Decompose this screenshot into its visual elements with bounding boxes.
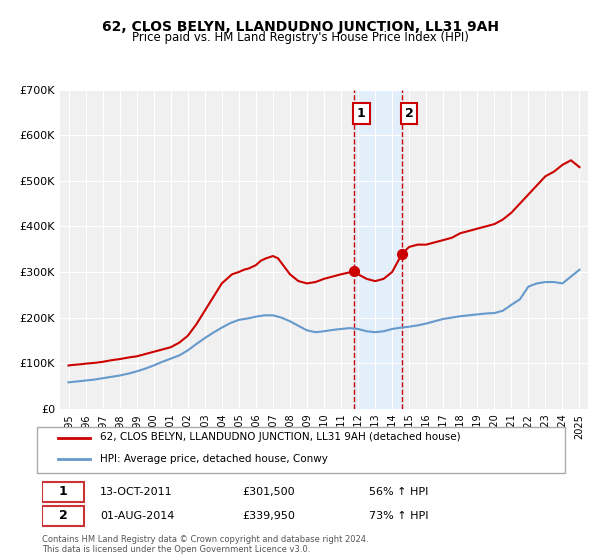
Text: HPI: Average price, detached house, Conwy: HPI: Average price, detached house, Conw… [100, 454, 328, 464]
Text: 73% ↑ HPI: 73% ↑ HPI [370, 511, 429, 521]
Text: 1: 1 [357, 107, 366, 120]
Text: Contains HM Land Registry data © Crown copyright and database right 2024.
This d: Contains HM Land Registry data © Crown c… [42, 535, 368, 554]
FancyBboxPatch shape [42, 506, 84, 526]
Text: 13-OCT-2011: 13-OCT-2011 [100, 487, 173, 497]
Text: Price paid vs. HM Land Registry's House Price Index (HPI): Price paid vs. HM Land Registry's House … [131, 31, 469, 44]
Text: £301,500: £301,500 [242, 487, 295, 497]
Text: 2: 2 [404, 107, 413, 120]
FancyBboxPatch shape [42, 482, 84, 502]
Text: £339,950: £339,950 [242, 511, 296, 521]
Text: 56% ↑ HPI: 56% ↑ HPI [370, 487, 429, 497]
Text: 1: 1 [59, 486, 67, 498]
Text: 01-AUG-2014: 01-AUG-2014 [100, 511, 175, 521]
Bar [355, 90, 402, 409]
Text: 62, CLOS BELYN, LLANDUDNO JUNCTION, LL31 9AH: 62, CLOS BELYN, LLANDUDNO JUNCTION, LL31… [101, 20, 499, 34]
Text: 2: 2 [59, 509, 67, 522]
Text: 62, CLOS BELYN, LLANDUDNO JUNCTION, LL31 9AH (detached house): 62, CLOS BELYN, LLANDUDNO JUNCTION, LL31… [100, 432, 461, 442]
FancyBboxPatch shape [37, 427, 565, 473]
